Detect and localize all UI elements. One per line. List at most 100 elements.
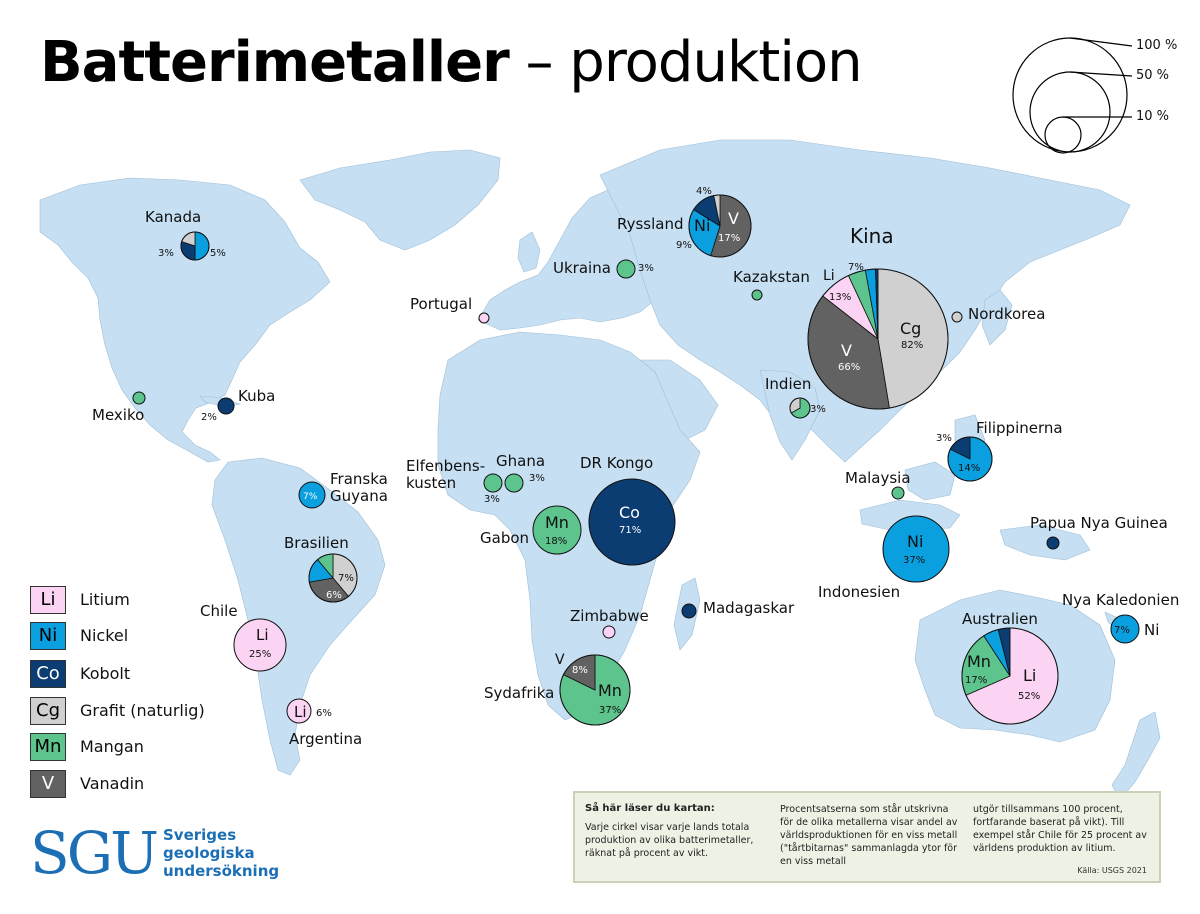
pie-outline-kina xyxy=(807,268,949,410)
pie-nordkorea xyxy=(951,311,963,323)
value-label-kina-0: Cg xyxy=(900,319,921,338)
slice-argentina-li xyxy=(286,698,312,724)
pie-outline-indien xyxy=(789,397,811,419)
country-name-mexiko: Mexiko xyxy=(92,406,144,424)
value-label-kanada-1: 5% xyxy=(210,248,226,259)
country-name-indonesien: Indonesien xyxy=(818,583,900,601)
scale-label-100: 100 % xyxy=(1136,38,1178,53)
value-label-kina-6: 7% xyxy=(848,262,864,273)
slice-kuba-co xyxy=(217,397,235,415)
logo-mark: SGU xyxy=(30,819,159,887)
slice-franska-guyana-ni xyxy=(298,481,326,509)
country-name-kina: Kina xyxy=(850,224,894,248)
scale-line-100 xyxy=(1069,37,1133,47)
land-india xyxy=(759,369,821,461)
pie-ukraina xyxy=(616,259,636,279)
value-label-gabon-1: 18% xyxy=(545,536,567,547)
slice-portugal-li xyxy=(478,312,490,324)
value-label-nya-kaledonien-0: 7% xyxy=(1114,625,1130,636)
legend-swatch-v: V xyxy=(30,770,66,798)
country-name-zimbabwe: Zimbabwe xyxy=(570,607,649,625)
logo-line-2: geologiska xyxy=(163,844,255,862)
value-label-brasilien-1: 6% xyxy=(326,590,342,601)
pie-kazakstan xyxy=(751,289,763,301)
value-label-gabon-0: Mn xyxy=(545,513,569,532)
legend-row-ni: Ni Nickel xyxy=(30,622,270,652)
country-name-portugal: Portugal xyxy=(410,295,472,313)
country-name-australien: Australien xyxy=(962,610,1038,628)
value-label-chile-0: Li xyxy=(256,626,269,644)
value-label-australien-0: Li xyxy=(1023,666,1036,685)
slice-chile-li xyxy=(233,618,287,672)
legend-swatch-mn: Mn xyxy=(30,733,66,761)
legend-row-mn: Mn Mangan xyxy=(30,733,270,763)
value-label-sydafrika-1: 37% xyxy=(599,705,621,716)
pie-outline-sydafrika xyxy=(559,654,631,726)
pie-outline-brasilien xyxy=(308,553,358,603)
country-name-franska-guyana-1: Franska xyxy=(330,470,388,488)
pie-outline-kanada xyxy=(180,231,210,261)
country-name-franska-guyana-2: Guyana xyxy=(330,487,388,505)
legend-label-cg: Grafit (naturlig) xyxy=(80,701,205,720)
land-south-america xyxy=(211,457,386,776)
pie-gabon xyxy=(532,505,582,555)
land-uk xyxy=(517,231,541,273)
page-title: Batterimetaller – produktion xyxy=(40,30,863,95)
slice-gabon-mn xyxy=(532,505,582,555)
slice-malaysia-mn xyxy=(891,486,905,500)
title-bold: Batterimetaller xyxy=(40,30,510,95)
slice-nordkorea-cg xyxy=(951,311,963,323)
scale-label-50: 50 % xyxy=(1136,68,1170,83)
country-name-ghana: Ghana xyxy=(496,452,545,470)
value-label-indonesien-0: Ni xyxy=(907,532,923,551)
pie-ryssland xyxy=(688,194,752,258)
legend-row-li: Li Litium xyxy=(30,586,270,616)
logo-line-1: Sveriges xyxy=(163,826,237,844)
land-japan xyxy=(981,289,1013,346)
slice-nya-kaledonien-ni xyxy=(1110,614,1140,644)
pie-kanada xyxy=(180,231,210,261)
slice-indonesien-ni xyxy=(882,515,950,583)
pie-sydafrika xyxy=(559,654,631,726)
country-name-nya-kaledonien: Nya Kaledonien xyxy=(1062,591,1179,609)
land-new-zealand xyxy=(1111,711,1161,801)
logo-name: Sveriges geologiska undersökning xyxy=(163,826,279,880)
pie-franska-guyana xyxy=(298,481,326,509)
value-label-argentina-1: 6% xyxy=(316,708,332,719)
pie-brasilien xyxy=(308,553,358,603)
value-label-sydafrika-0: Mn xyxy=(598,681,622,700)
legend-row-v: V Vanadin xyxy=(30,770,270,800)
legend-label-li: Litium xyxy=(80,590,130,609)
value-label-ryssland-2: Ni xyxy=(694,216,710,235)
pie-portugal xyxy=(478,312,490,324)
value-label-kuba-0: 2% xyxy=(201,412,217,423)
slice-dr-kongo-co xyxy=(588,478,676,566)
pie-outline-ryssland xyxy=(688,194,752,258)
slice-elfenbenskusten-mn xyxy=(483,473,503,493)
slice-papua-nya-guinea-co xyxy=(1046,536,1060,550)
value-label-kanada-0: 3% xyxy=(158,248,174,259)
country-name-chile: Chile xyxy=(200,602,238,620)
title-light: – produktion xyxy=(525,30,863,95)
country-name-dr-kongo: DR Kongo xyxy=(580,454,653,472)
legend-label-co: Kobolt xyxy=(80,664,131,683)
country-name-malaysia: Malaysia xyxy=(845,469,911,487)
land-greenland xyxy=(299,149,501,251)
scale-label-10: 10 % xyxy=(1136,109,1170,124)
info-column-3: utgör tillsammans 100 procent, fortfaran… xyxy=(973,804,1147,854)
value-label-kina-5: 13% xyxy=(829,292,851,303)
country-name-madagaskar: Madagaskar xyxy=(703,599,795,617)
pie-kuba xyxy=(217,397,235,415)
info-column-1: Varje cirkel visar varje lands totala pr… xyxy=(585,822,754,859)
country-name-indien: Indien xyxy=(765,375,811,393)
pie-elfenbenskusten xyxy=(483,473,503,493)
value-label-ryssland-4: 4% xyxy=(696,186,712,197)
info-column-2: Procentsatserna som står utskrivna för d… xyxy=(780,804,958,867)
value-label-filippinerna-0: 14% xyxy=(958,463,980,474)
value-label-ryssland-0: V xyxy=(728,209,739,228)
pie-australien xyxy=(961,627,1059,725)
legend-swatch-ni: Ni xyxy=(30,622,66,650)
logo-line-3: undersökning xyxy=(163,862,280,880)
